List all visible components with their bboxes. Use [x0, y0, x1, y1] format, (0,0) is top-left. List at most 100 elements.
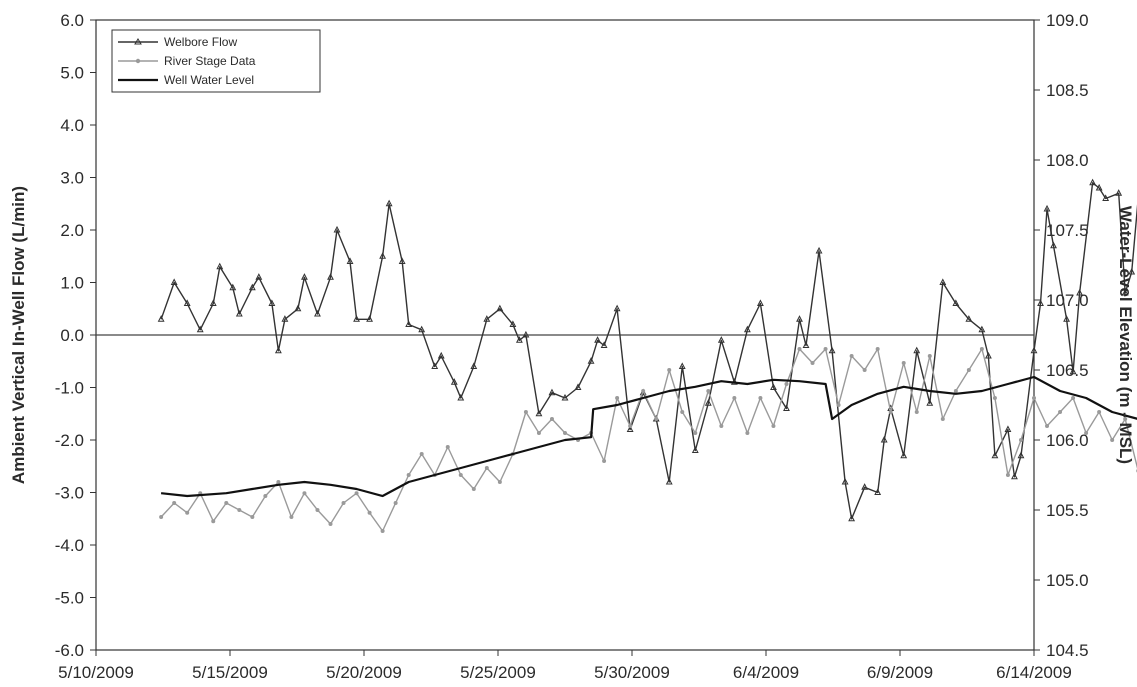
data-point	[274, 346, 282, 354]
data-point	[914, 410, 919, 414]
data-point	[600, 341, 608, 348]
data-point	[385, 199, 393, 207]
series-layer	[157, 178, 1137, 533]
data-point	[719, 424, 724, 428]
data-point	[159, 515, 164, 519]
data-point	[445, 445, 450, 449]
x-tick-label: 5/15/2009	[192, 663, 268, 682]
data-point	[926, 399, 934, 406]
data-point	[706, 389, 711, 393]
data-point	[913, 346, 921, 354]
right-y-tick-label: 104.5	[1046, 641, 1089, 660]
data-point	[437, 351, 445, 359]
data-point	[880, 435, 888, 443]
data-point	[939, 278, 947, 285]
data-point	[574, 383, 582, 390]
data-point	[536, 431, 541, 435]
right-y-tick-label: 107.0	[1046, 291, 1089, 310]
x-axis-ticks: 5/10/2009 5/15/2009 5/20/2009 5/25/2009 5/30…	[58, 650, 1072, 682]
data-point	[255, 273, 263, 280]
left-y-tick-label: 2.0	[60, 221, 84, 240]
data-point	[393, 501, 398, 505]
data-point	[281, 315, 289, 322]
data-point	[354, 491, 359, 496]
data-point	[900, 451, 908, 459]
data-point	[849, 354, 854, 358]
data-point	[1110, 438, 1115, 442]
data-point	[535, 409, 543, 417]
data-point	[301, 273, 308, 280]
data-point	[353, 315, 360, 322]
data-point	[594, 336, 601, 343]
right-y-axis-ticks: 109.0 108.5 108.0 107.5 107.0 106.5 106.0 105.5…	[1034, 11, 1089, 660]
data-point	[515, 336, 523, 343]
series-welbore-flow	[157, 178, 1137, 522]
data-point	[927, 354, 932, 358]
left-y-tick-label: -5.0	[55, 589, 84, 608]
left-y-tick-label: -4.0	[55, 536, 84, 555]
data-point	[587, 357, 595, 364]
data-point	[341, 501, 346, 505]
data-point	[758, 396, 763, 400]
data-point	[1045, 424, 1050, 428]
data-point	[615, 396, 620, 400]
left-y-tick-label: -3.0	[55, 484, 84, 503]
data-point	[1004, 425, 1012, 432]
data-point	[276, 480, 281, 484]
data-point	[888, 410, 893, 414]
data-point	[978, 325, 986, 333]
legend: Welbore Flow River Stage Data Well Water…	[111, 29, 321, 93]
left-y-tick-label: 0.0	[60, 326, 84, 345]
data-point	[483, 315, 491, 322]
series-well-water-level	[160, 375, 1137, 498]
data-point	[654, 417, 659, 421]
legend-river-marker	[135, 58, 141, 64]
data-point	[333, 225, 341, 233]
data-point	[380, 529, 385, 533]
legend-welbore-label: Welbore Flow	[164, 35, 237, 49]
x-tick-label: 5/10/2009	[58, 663, 134, 682]
data-point	[678, 362, 686, 369]
data-point	[875, 347, 880, 351]
data-point	[523, 410, 528, 414]
data-point	[862, 368, 867, 372]
x-tick-label: 5/25/2009	[460, 663, 536, 682]
data-point	[183, 299, 191, 306]
data-point	[1097, 410, 1102, 414]
data-point	[815, 246, 823, 254]
data-point	[450, 378, 458, 385]
right-y-tick-label: 105.0	[1046, 571, 1089, 590]
data-point	[1102, 194, 1110, 201]
data-point	[1058, 410, 1063, 414]
data-point	[628, 424, 633, 428]
data-point	[263, 494, 268, 498]
data-point	[810, 361, 815, 365]
data-point	[992, 396, 997, 400]
data-point	[216, 262, 224, 270]
data-point	[484, 466, 489, 470]
data-point	[704, 399, 712, 406]
data-point	[953, 389, 958, 393]
data-point	[940, 417, 945, 421]
x-tick-label: 5/20/2009	[326, 663, 402, 682]
x-tick-label: 6/14/2009	[996, 663, 1072, 682]
data-point	[561, 393, 569, 401]
data-point	[1069, 367, 1077, 375]
data-point	[315, 508, 320, 512]
data-point	[196, 325, 204, 333]
data-point	[1037, 299, 1044, 306]
data-point	[901, 361, 906, 365]
data-point	[602, 459, 607, 463]
data-point	[966, 368, 971, 372]
series-line-welbore-flow	[160, 182, 1137, 520]
data-point	[1050, 241, 1057, 249]
right-y-tick-label: 106.0	[1046, 431, 1089, 450]
data-point	[1121, 288, 1129, 296]
data-point	[667, 368, 672, 372]
data-point	[1063, 315, 1070, 322]
data-point	[745, 431, 750, 435]
data-point	[717, 336, 725, 343]
data-point	[1071, 396, 1076, 400]
data-point	[797, 347, 802, 351]
data-point	[1043, 204, 1051, 212]
